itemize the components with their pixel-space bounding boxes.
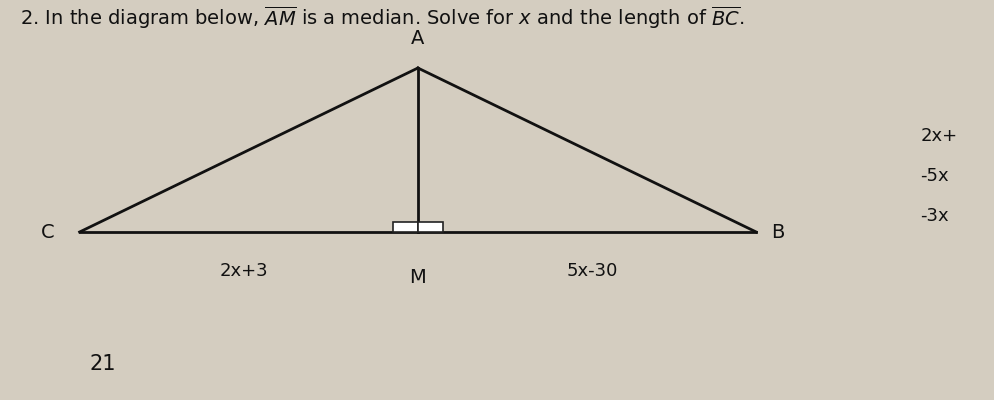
Text: B: B (770, 222, 783, 242)
Text: -3x: -3x (919, 207, 948, 225)
Text: 21: 21 (89, 354, 116, 374)
Text: 5x-30: 5x-30 (566, 262, 617, 280)
Text: A: A (411, 29, 424, 48)
Text: 2x+: 2x+ (919, 127, 956, 145)
Text: 2. In the diagram below, $\overline{AM}$ is a median. Solve for $x$ and the leng: 2. In the diagram below, $\overline{AM}$… (20, 4, 744, 32)
Bar (393, 222, 417, 232)
Text: C: C (41, 222, 55, 242)
Text: -5x: -5x (919, 167, 948, 185)
Text: 2x+3: 2x+3 (220, 262, 267, 280)
Bar (417, 222, 442, 232)
Text: M: M (410, 268, 425, 287)
